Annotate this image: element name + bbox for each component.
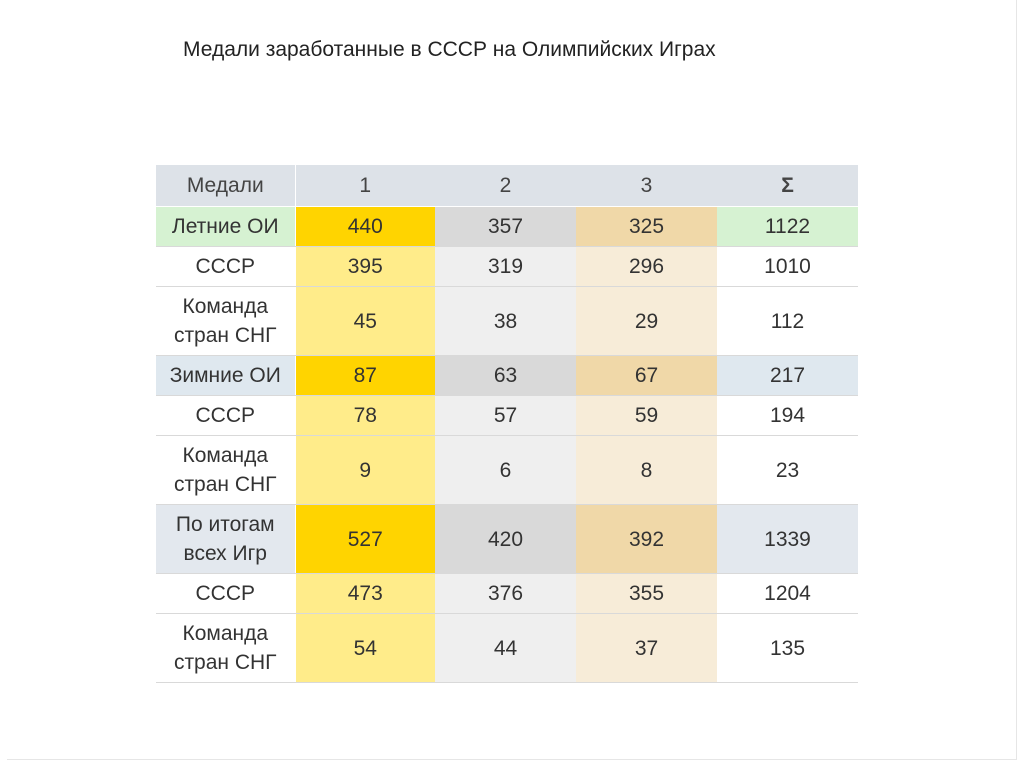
- slide-title: Медали заработанные в СССР на Олимпийски…: [183, 38, 716, 61]
- total-cell: 135: [717, 613, 858, 683]
- total-cell: 1339: [717, 504, 858, 574]
- bronze-cell: 29: [576, 286, 717, 356]
- medals-table: Медали 1 2 3 Σ Летние ОИ 440 357 325 112…: [156, 165, 858, 683]
- silver-cell: 57: [435, 395, 576, 436]
- total-cell: 23: [717, 435, 858, 505]
- silver-cell: 319: [435, 246, 576, 287]
- bronze-cell: 37: [576, 613, 717, 683]
- total-cell: 194: [717, 395, 858, 436]
- gold-cell: 9: [295, 435, 435, 505]
- row-label: Команда стран СНГ: [156, 286, 296, 356]
- row-label: Зимние ОИ: [156, 355, 296, 396]
- row-label: По итогам всех Игр: [156, 504, 296, 574]
- gold-cell: 440: [295, 206, 435, 247]
- header-silver: 2: [435, 165, 576, 207]
- total-cell: 217: [717, 355, 858, 396]
- table-row: Команда стран СНГ 9 6 8 23: [156, 435, 858, 505]
- header-medals: Медали: [156, 165, 296, 207]
- gold-cell: 45: [295, 286, 435, 356]
- silver-cell: 38: [435, 286, 576, 356]
- gold-cell: 473: [295, 573, 435, 614]
- bronze-cell: 392: [576, 504, 717, 574]
- silver-cell: 63: [435, 355, 576, 396]
- total-cell: 112: [717, 286, 858, 356]
- table-row-all-games-total: По итогам всех Игр 527 420 392 1339: [156, 504, 858, 574]
- bronze-cell: 325: [576, 206, 717, 247]
- gold-cell: 78: [295, 395, 435, 436]
- total-cell: 1204: [717, 573, 858, 614]
- row-label: Команда стран СНГ: [156, 435, 296, 505]
- row-label: Команда стран СНГ: [156, 613, 296, 683]
- total-cell: 1010: [717, 246, 858, 287]
- bronze-cell: 296: [576, 246, 717, 287]
- header-gold: 1: [295, 165, 435, 207]
- silver-cell: 420: [435, 504, 576, 574]
- row-label: СССР: [156, 573, 296, 614]
- slide-border: [7, 0, 1017, 760]
- header-bronze: 3: [576, 165, 717, 207]
- table-row-summer-total: Летние ОИ 440 357 325 1122: [156, 206, 858, 247]
- bronze-cell: 8: [576, 435, 717, 505]
- header-total: Σ: [717, 165, 858, 207]
- table-row: Команда стран СНГ 45 38 29 112: [156, 286, 858, 356]
- silver-cell: 44: [435, 613, 576, 683]
- silver-cell: 6: [435, 435, 576, 505]
- table-row: СССР 473 376 355 1204: [156, 573, 858, 614]
- total-cell: 1122: [717, 206, 858, 247]
- gold-cell: 527: [295, 504, 435, 574]
- bronze-cell: 59: [576, 395, 717, 436]
- table-header-row: Медали 1 2 3 Σ: [156, 165, 858, 207]
- table-row-winter-total: Зимние ОИ 87 63 67 217: [156, 355, 858, 396]
- table-row: СССР 78 57 59 194: [156, 395, 858, 436]
- gold-cell: 54: [295, 613, 435, 683]
- bronze-cell: 67: [576, 355, 717, 396]
- gold-cell: 395: [295, 246, 435, 287]
- gold-cell: 87: [295, 355, 435, 396]
- bronze-cell: 355: [576, 573, 717, 614]
- row-label: СССР: [156, 395, 296, 436]
- row-label: Летние ОИ: [156, 206, 296, 247]
- silver-cell: 357: [435, 206, 576, 247]
- table-row: Команда стран СНГ 54 44 37 135: [156, 613, 858, 683]
- silver-cell: 376: [435, 573, 576, 614]
- row-label: СССР: [156, 246, 296, 287]
- table-row: СССР 395 319 296 1010: [156, 246, 858, 287]
